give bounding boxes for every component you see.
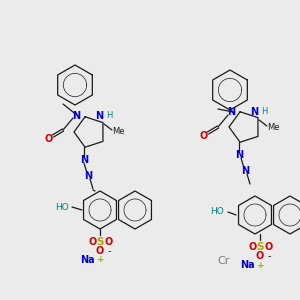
Text: O: O (200, 131, 208, 141)
Text: S: S (256, 242, 264, 252)
Text: Na: Na (80, 255, 94, 265)
Text: O: O (105, 237, 113, 247)
Text: Na: Na (240, 260, 254, 270)
Text: S: S (96, 237, 104, 247)
Text: H: H (261, 107, 267, 116)
Text: N: N (72, 111, 80, 121)
Text: -: - (107, 246, 111, 256)
Text: +: + (257, 260, 265, 269)
Text: O: O (249, 242, 257, 252)
Text: HO: HO (210, 208, 224, 217)
Text: Cr: Cr (217, 256, 230, 266)
Text: N: N (235, 150, 243, 160)
Text: N: N (250, 107, 258, 117)
Text: -: - (267, 251, 271, 261)
Text: O: O (45, 134, 53, 144)
Text: Me: Me (112, 128, 124, 136)
Text: Me: Me (267, 124, 279, 133)
Text: N: N (227, 107, 235, 117)
Text: HO: HO (55, 202, 69, 211)
Text: N: N (241, 166, 249, 176)
Text: O: O (96, 246, 104, 256)
Text: H: H (106, 112, 112, 121)
Text: O: O (265, 242, 273, 252)
Text: N: N (80, 155, 88, 165)
Text: +: + (97, 256, 105, 265)
Text: O: O (89, 237, 97, 247)
Text: N: N (84, 171, 92, 181)
Text: N: N (95, 111, 103, 121)
Text: O: O (256, 251, 264, 261)
